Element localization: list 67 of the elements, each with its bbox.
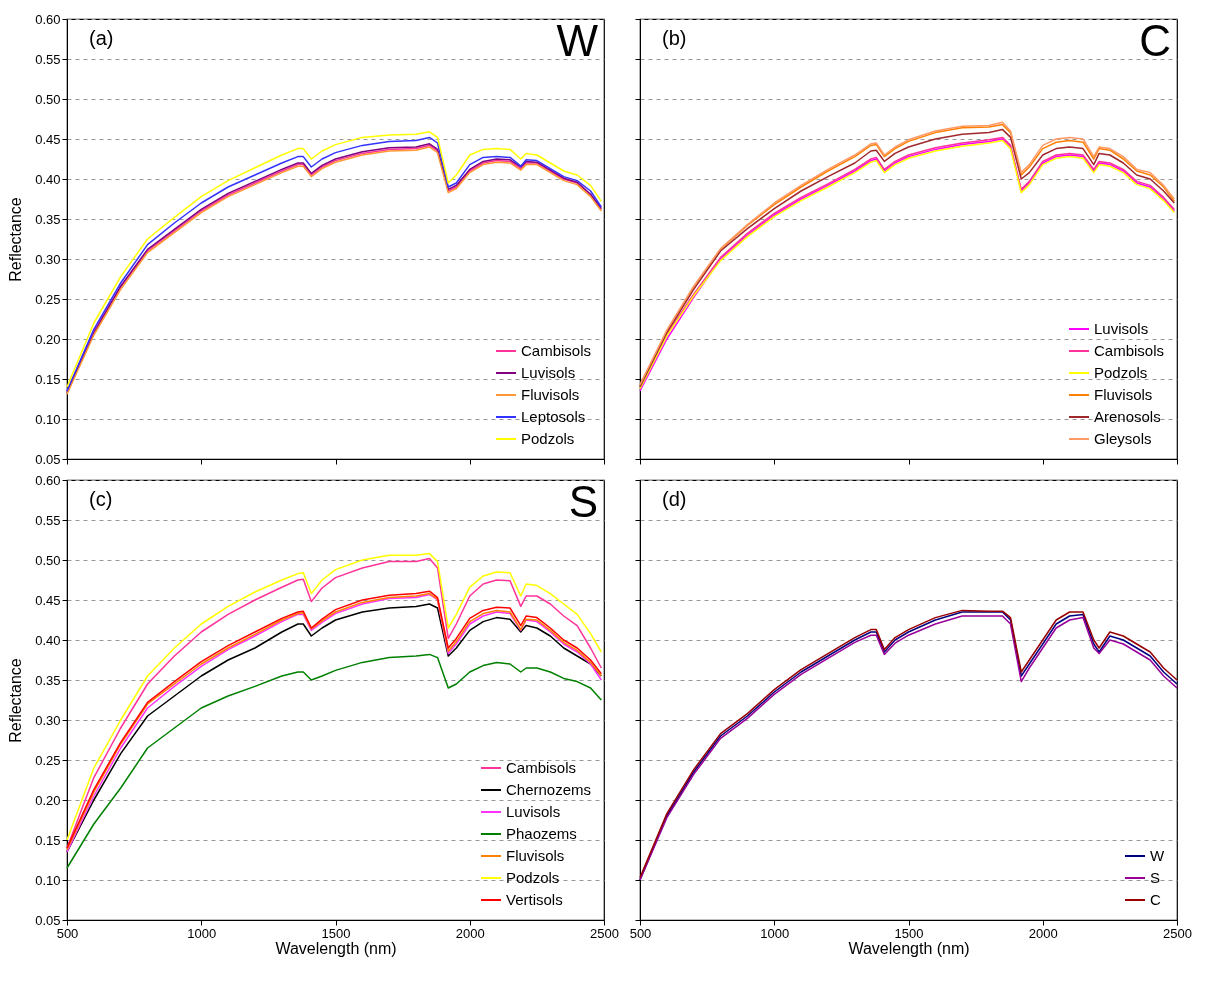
- legend-label: Podzols: [1094, 364, 1148, 381]
- y-tick-label: 0.30: [35, 251, 61, 267]
- legend-label: C: [1150, 891, 1161, 908]
- y-tick-label: 0.25: [35, 291, 61, 307]
- legend-label: W: [1150, 847, 1165, 864]
- x-tick-label: 2000: [455, 925, 485, 941]
- legend-label: Fluvisols: [521, 386, 580, 403]
- annotation: S: [568, 477, 598, 526]
- y-tick-label: 0.15: [35, 371, 61, 387]
- legend-label: Luvisols: [1094, 320, 1149, 337]
- y-tick-label: 0.05: [35, 451, 61, 467]
- y-tick-label: 0.55: [35, 51, 61, 67]
- annotation: W: [556, 16, 599, 65]
- y-tick-label: 0.10: [35, 411, 61, 427]
- legend-label: S: [1150, 869, 1161, 886]
- x-axis-title: Wavelength (nm): [275, 939, 397, 957]
- legend-label: Fluvisols: [1094, 386, 1153, 403]
- y-tick-label: 0.10: [35, 872, 61, 888]
- x-tick-label: 2500: [590, 925, 619, 941]
- x-tick-label: 1000: [187, 925, 217, 941]
- legend-label: Gleysols: [1094, 430, 1152, 447]
- legend-label: Cambisols: [521, 342, 592, 359]
- legend-label: Cambisols: [506, 759, 577, 776]
- y-tick-label: 0.25: [35, 752, 61, 768]
- annotation: C: [1139, 16, 1171, 65]
- annotation: (b): [662, 27, 687, 49]
- y-tick-label: 0.35: [35, 211, 61, 227]
- y-tick-label: 0.35: [35, 672, 61, 688]
- y-axis-title: Reflectance: [6, 197, 24, 282]
- x-tick-label: 1500: [321, 925, 351, 941]
- y-tick-label: 0.60: [35, 11, 61, 27]
- x-axis-title: Wavelength (nm): [848, 939, 970, 957]
- y-tick-label: 0.05: [35, 912, 61, 928]
- y-tick-label: 0.20: [35, 792, 61, 808]
- y-tick-label: 0.15: [35, 832, 61, 848]
- y-tick-label: 0.60: [35, 472, 61, 488]
- legend-label: Cambisols: [1094, 342, 1165, 359]
- legend-label: Phaozems: [506, 825, 577, 842]
- y-tick-label: 0.20: [35, 331, 61, 347]
- y-tick-label: 0.50: [35, 552, 61, 568]
- y-tick-label: 0.55: [35, 512, 61, 528]
- legend-label: Podzols: [506, 869, 560, 886]
- y-tick-label: 0.45: [35, 592, 61, 608]
- x-tick-label: 1000: [760, 925, 790, 941]
- y-axis-title: Reflectance: [6, 658, 24, 743]
- legend-label: Arenosols: [1094, 408, 1161, 425]
- y-tick-label: 0.50: [35, 91, 61, 107]
- y-tick-label: 0.45: [35, 131, 61, 147]
- x-tick-label: 1500: [894, 925, 924, 941]
- legend-label: Vertisols: [506, 891, 563, 908]
- annotation: (c): [89, 488, 113, 510]
- x-tick-label: 2000: [1028, 925, 1058, 941]
- annotation: (d): [662, 488, 687, 510]
- legend-label: Leptosols: [521, 408, 586, 425]
- legend-label: Chernozems: [506, 781, 592, 798]
- y-tick-label: 0.30: [35, 712, 61, 728]
- x-tick-label: 500: [56, 925, 79, 941]
- annotation: (a): [89, 27, 114, 49]
- legend-label: Fluvisols: [506, 847, 565, 864]
- y-tick-label: 0.40: [35, 171, 61, 187]
- line-series: [66, 653, 603, 869]
- y-tick-label: 0.40: [35, 632, 61, 648]
- legend-label: Luvisols: [521, 364, 576, 381]
- x-tick-label: 2500: [1163, 925, 1192, 941]
- legend-label: Podzols: [521, 430, 575, 447]
- legend-label: Luvisols: [506, 803, 561, 820]
- x-tick-label: 500: [629, 925, 652, 941]
